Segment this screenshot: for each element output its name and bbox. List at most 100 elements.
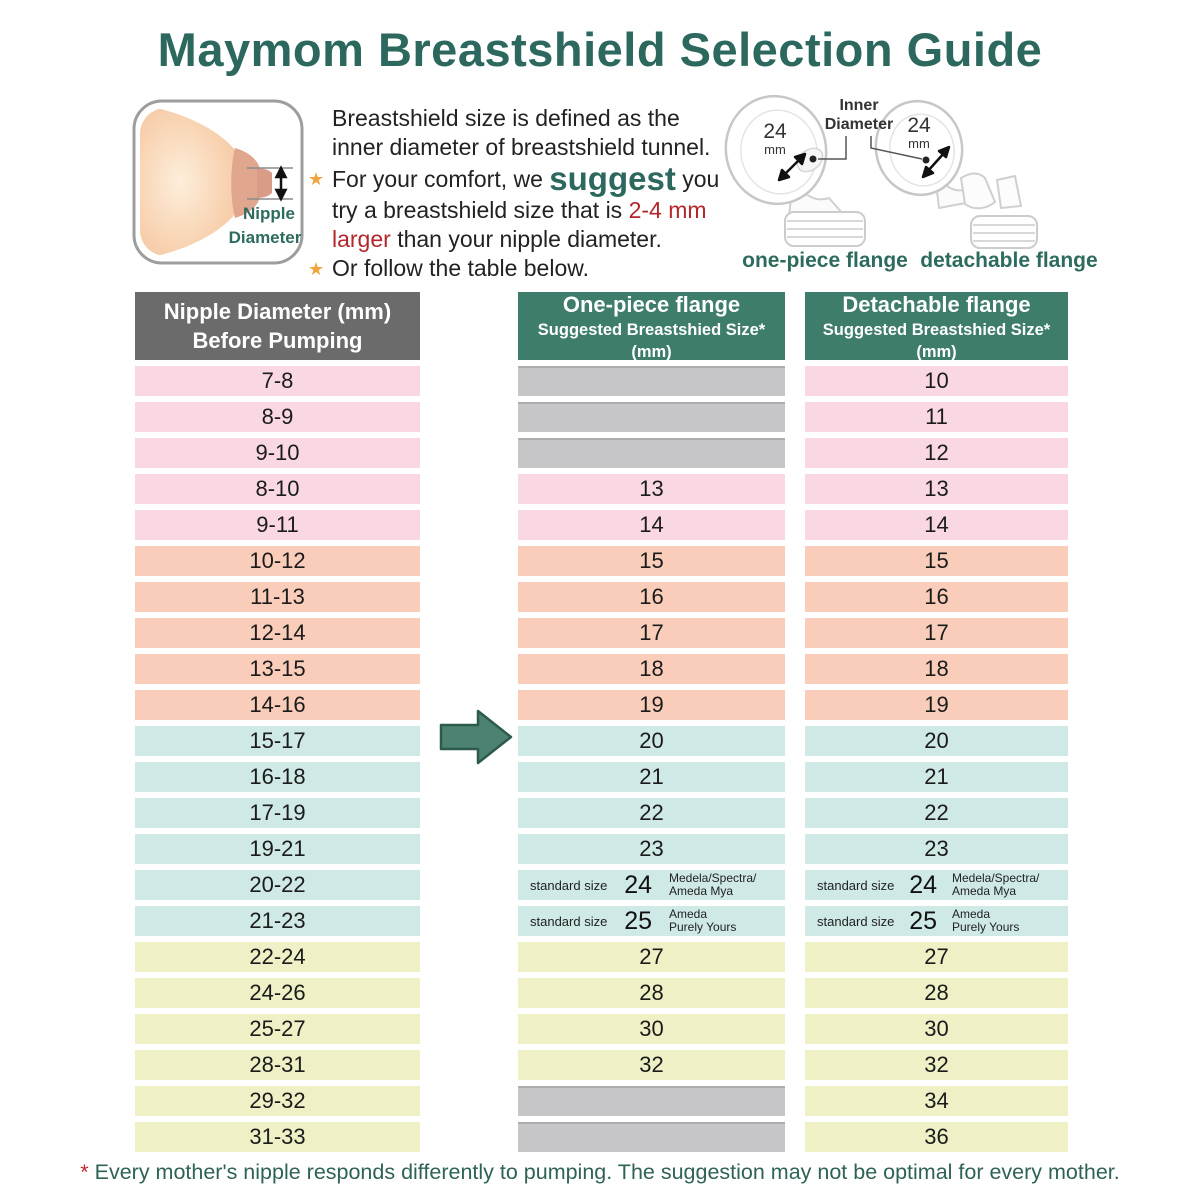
- nipple-range-cell: 19-21: [135, 834, 420, 864]
- one-piece-size-cell: 16: [518, 582, 785, 612]
- nipple-column-rows: 7-8 8-9 9-10 8-10 9-11 10-12 11-13 12-14 13-15 14…: [135, 366, 420, 1152]
- nipple-diameter-label-line1: Nipple: [243, 204, 295, 223]
- one-piece-size-cell: 27: [518, 942, 785, 972]
- footnote-text: Every mother's nipple responds different…: [94, 1160, 1120, 1184]
- one-piece-size-cell: 32: [518, 1050, 785, 1080]
- intro-text: Breastshield size is defined as the inne…: [308, 104, 732, 283]
- inner-diameter-label-line1: Inner: [839, 97, 878, 114]
- nipple-range-cell: 11-13: [135, 582, 420, 612]
- intro-bullet1-line1: ★ For your comfort, we suggest you: [308, 160, 720, 197]
- detachable-size-cell: 14: [805, 510, 1068, 540]
- intro-line1: Breastshield size is defined as the: [332, 105, 680, 131]
- one-piece-size-cell: [518, 1086, 785, 1116]
- star-bullet-icon: ★: [308, 169, 325, 189]
- suggest-emphasis: suggest: [549, 160, 676, 197]
- detachable-size-cell: 23: [805, 834, 1068, 864]
- one-piece-size-cell: standard size 25 Ameda Purely Yours: [518, 906, 785, 936]
- one-piece-flange-illustration: 24 mm: [724, 94, 866, 247]
- detachable-size-cell: 20: [805, 726, 1068, 756]
- inner-diameter-callout-left: [818, 136, 847, 160]
- one-piece-size-cell: 20: [518, 726, 785, 756]
- nipple-range-cell: 22-24: [135, 942, 420, 972]
- nipple-diameter-column: Nipple Diameter (mm) Before Pumping 7-8 8…: [135, 292, 420, 1152]
- detachable-column-header: Detachable flange Suggested Breastshied …: [805, 292, 1068, 361]
- nipple-diameter-label-line2: Diameter: [229, 228, 302, 247]
- nipple-range-cell: 13-15: [135, 654, 420, 684]
- nipple-range-cell: 25-27: [135, 1014, 420, 1044]
- detachable-size-cell: 22: [805, 798, 1068, 828]
- nipple-range-cell: 8-9: [135, 402, 420, 432]
- one-piece-size-cell: 23: [518, 834, 785, 864]
- nipple-range-cell: 29-32: [135, 1086, 420, 1116]
- one-piece-column-header: One-piece flange Suggested Breastshied S…: [518, 292, 785, 361]
- detachable-size-cell: 21: [805, 762, 1068, 792]
- detachable-size-cell: 32: [805, 1050, 1068, 1080]
- one-piece-size-cell: 13: [518, 474, 785, 504]
- intro-bullet1-line3: larger than your nipple diameter.: [332, 226, 662, 252]
- nipple-range-cell: 9-11: [135, 510, 420, 540]
- footnote-asterisk: *: [80, 1160, 89, 1184]
- nipple-shape: [257, 168, 276, 198]
- detachable-size-cell: 36: [805, 1122, 1068, 1152]
- detachable-size-label: 24: [907, 114, 931, 137]
- detachable-size-cell: standard size 25 Ameda Purely Yours: [805, 906, 1068, 936]
- page-title: Maymom Breastshield Selection Guide: [157, 23, 1043, 76]
- detachable-unit-label: mm: [908, 136, 930, 151]
- detachable-size-cell: 11: [805, 402, 1068, 432]
- nipple-range-cell: 24-26: [135, 978, 420, 1008]
- one-piece-size-cell: 15: [518, 546, 785, 576]
- areola-shape: [231, 148, 260, 218]
- one-piece-size-label: 24: [763, 120, 787, 143]
- intro-line2: inner diameter of breastshield tunnel.: [332, 134, 711, 160]
- nipple-range-cell: 16-18: [135, 762, 420, 792]
- inner-diameter-label-line2: Diameter: [825, 116, 893, 133]
- nipple-range-cell: 21-23: [135, 906, 420, 936]
- nipple-range-cell: 12-14: [135, 618, 420, 648]
- detachable-size-cell: 27: [805, 942, 1068, 972]
- one-piece-column-rows: 13 14 15 16 17 18 19 20 21 22 23 standard size 24 Med…: [518, 366, 785, 1152]
- one-piece-size-cell: 30: [518, 1014, 785, 1044]
- flange-diagram: 24 mm 24 mm: [724, 94, 1098, 272]
- one-piece-column: One-piece flange Suggested Breastshied S…: [518, 292, 785, 1152]
- nipple-range-cell: 10-12: [135, 546, 420, 576]
- detachable-size-cell: 16: [805, 582, 1068, 612]
- intro-bullet2: ★ Or follow the table below.: [308, 254, 732, 283]
- detachable-size-cell: 30: [805, 1014, 1068, 1044]
- one-piece-size-cell: [518, 366, 785, 396]
- detachable-size-cell: 15: [805, 546, 1068, 576]
- one-piece-size-cell: 28: [518, 978, 785, 1008]
- one-piece-size-cell: 21: [518, 762, 785, 792]
- detachable-size-cell: 13: [805, 474, 1068, 504]
- one-piece-size-cell: [518, 402, 785, 432]
- one-piece-size-cell: [518, 1122, 785, 1152]
- one-piece-flange-caption: one-piece flange: [742, 249, 908, 272]
- nipple-range-cell: 31-33: [135, 1122, 420, 1152]
- nipple-range-cell: 17-19: [135, 798, 420, 828]
- one-piece-diameter-arrow-icon: [777, 152, 807, 182]
- detachable-size-cell: 17: [805, 618, 1068, 648]
- detachable-size-cell: 19: [805, 690, 1068, 720]
- detachable-column-rows: 10 11 12 13 14 15 16 17 18 19 20 21 22 23 standard siz…: [805, 366, 1068, 1152]
- one-piece-size-cell: 17: [518, 618, 785, 648]
- detachable-size-cell: 12: [805, 438, 1068, 468]
- nipple-range-cell: 8-10: [135, 474, 420, 504]
- one-piece-size-cell: 22: [518, 798, 785, 828]
- right-arrow-icon: [439, 709, 513, 765]
- detachable-diameter-arrow-icon: [921, 145, 951, 179]
- detachable-column: Detachable flange Suggested Breastshied …: [805, 292, 1068, 1152]
- detachable-size-cell: 18: [805, 654, 1068, 684]
- detachable-flange-illustration: 24 mm: [874, 99, 1038, 249]
- vertical-measure-arrow-icon: [274, 165, 288, 202]
- detachable-flange-caption: detachable flange: [920, 249, 1097, 272]
- detachable-size-cell: standard size 24 Medela/Spectra/ Ameda Mya: [805, 870, 1068, 900]
- breast-shape: [136, 104, 246, 260]
- detachable-size-cell: 10: [805, 366, 1068, 396]
- nipple-range-cell: 28-31: [135, 1050, 420, 1080]
- star-bullet-icon: ★: [308, 259, 325, 279]
- nipple-range-cell: 9-10: [135, 438, 420, 468]
- intro-bullet1-line2: try a breastshield size that is 2-4 mm: [332, 197, 707, 223]
- detachable-size-cell: 28: [805, 978, 1068, 1008]
- one-piece-size-cell: standard size 24 Medela/Spectra/ Ameda Mya: [518, 870, 785, 900]
- one-piece-size-cell: 18: [518, 654, 785, 684]
